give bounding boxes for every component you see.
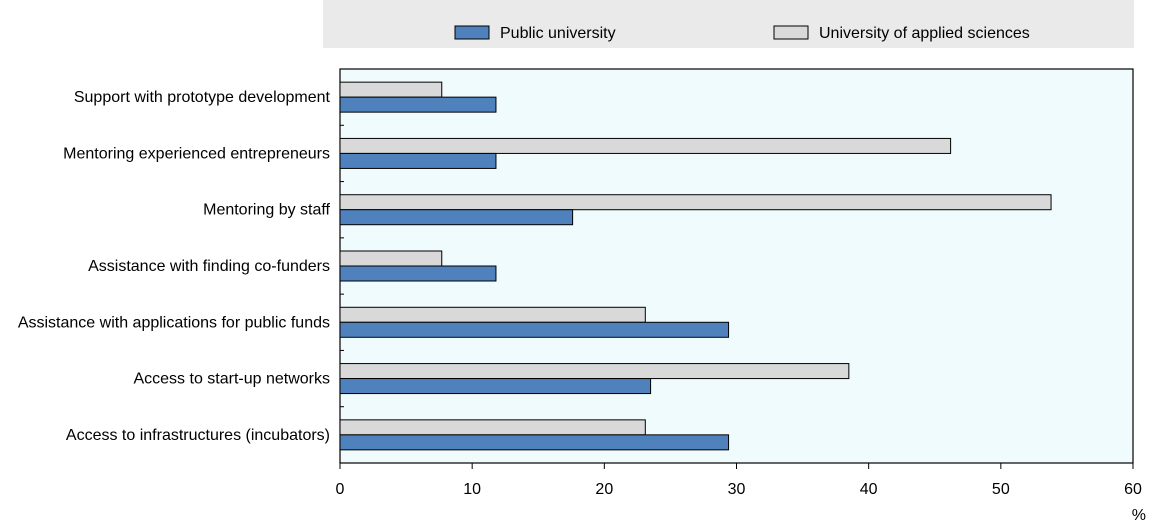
x-tick-label: 60 — [1124, 481, 1142, 498]
legend-swatch-university-of-applied-sciences — [773, 25, 809, 40]
category-label-access-to-infrastructures-incubators: Access to infrastructures (incubators) — [66, 427, 330, 444]
bar-university-of-applied-sciences-assistance-with-finding-co-funders — [339, 250, 443, 267]
bar-university-of-applied-sciences-support-with-prototype-development — [339, 81, 443, 98]
bar-university-of-applied-sciences-access-to-infrastructures-incubators — [339, 419, 646, 436]
category-label-support-with-prototype-development: Support with prototype development — [74, 89, 331, 106]
bar-public-university-assistance-with-finding-co-funders — [339, 265, 497, 282]
bar-public-university-access-to-start-up-networks — [339, 378, 652, 395]
bars-group — [339, 81, 1052, 451]
bar-public-university-assistance-with-applications-for-public-funds — [339, 321, 730, 338]
bar-public-university-support-with-prototype-development — [339, 96, 497, 113]
category-labels: Support with prototype development Mentor… — [18, 89, 344, 444]
legend-label-public-university: Public university — [500, 25, 616, 42]
bar-university-of-applied-sciences-mentoring-experienced-entrepreneurs — [339, 137, 952, 154]
bar-university-of-applied-sciences-access-to-start-up-networks — [339, 363, 850, 380]
bar-public-university-mentoring-by-staff — [339, 209, 574, 226]
x-tick-label: 40 — [860, 481, 878, 498]
x-axis: 0 10 20 30 40 50 60 — [336, 463, 1142, 498]
category-label-assistance-with-applications-for-public-funds: Assistance with applications for public … — [18, 314, 330, 331]
x-tick-label: 20 — [595, 481, 613, 498]
legend-swatch-public-university — [454, 25, 490, 40]
category-label-assistance-with-finding-co-funders: Assistance with finding co-funders — [88, 258, 330, 275]
x-tick-label: 50 — [992, 481, 1010, 498]
category-label-mentoring-by-staff: Mentoring by staff — [203, 202, 330, 219]
bar-university-of-applied-sciences-mentoring-by-staff — [339, 194, 1052, 211]
legend: Public university University of applied s… — [454, 25, 1030, 42]
x-unit-label: % — [1132, 507, 1146, 524]
x-tick-label: 0 — [336, 481, 345, 498]
x-tick-label: 30 — [728, 481, 746, 498]
bar-public-university-access-to-infrastructures-incubators — [339, 434, 730, 451]
x-tick-label: 10 — [463, 481, 481, 498]
category-label-access-to-start-up-networks: Access to start-up networks — [133, 371, 330, 388]
bar-public-university-mentoring-experienced-entrepreneurs — [339, 152, 497, 169]
legend-label-university-of-applied-sciences: University of applied sciences — [819, 25, 1030, 42]
bar-university-of-applied-sciences-assistance-with-applications-for-public-funds — [339, 306, 646, 323]
legend-box — [323, 0, 1134, 48]
category-label-mentoring-experienced-entrepreneurs: Mentoring experienced entrepreneurs — [63, 145, 330, 162]
